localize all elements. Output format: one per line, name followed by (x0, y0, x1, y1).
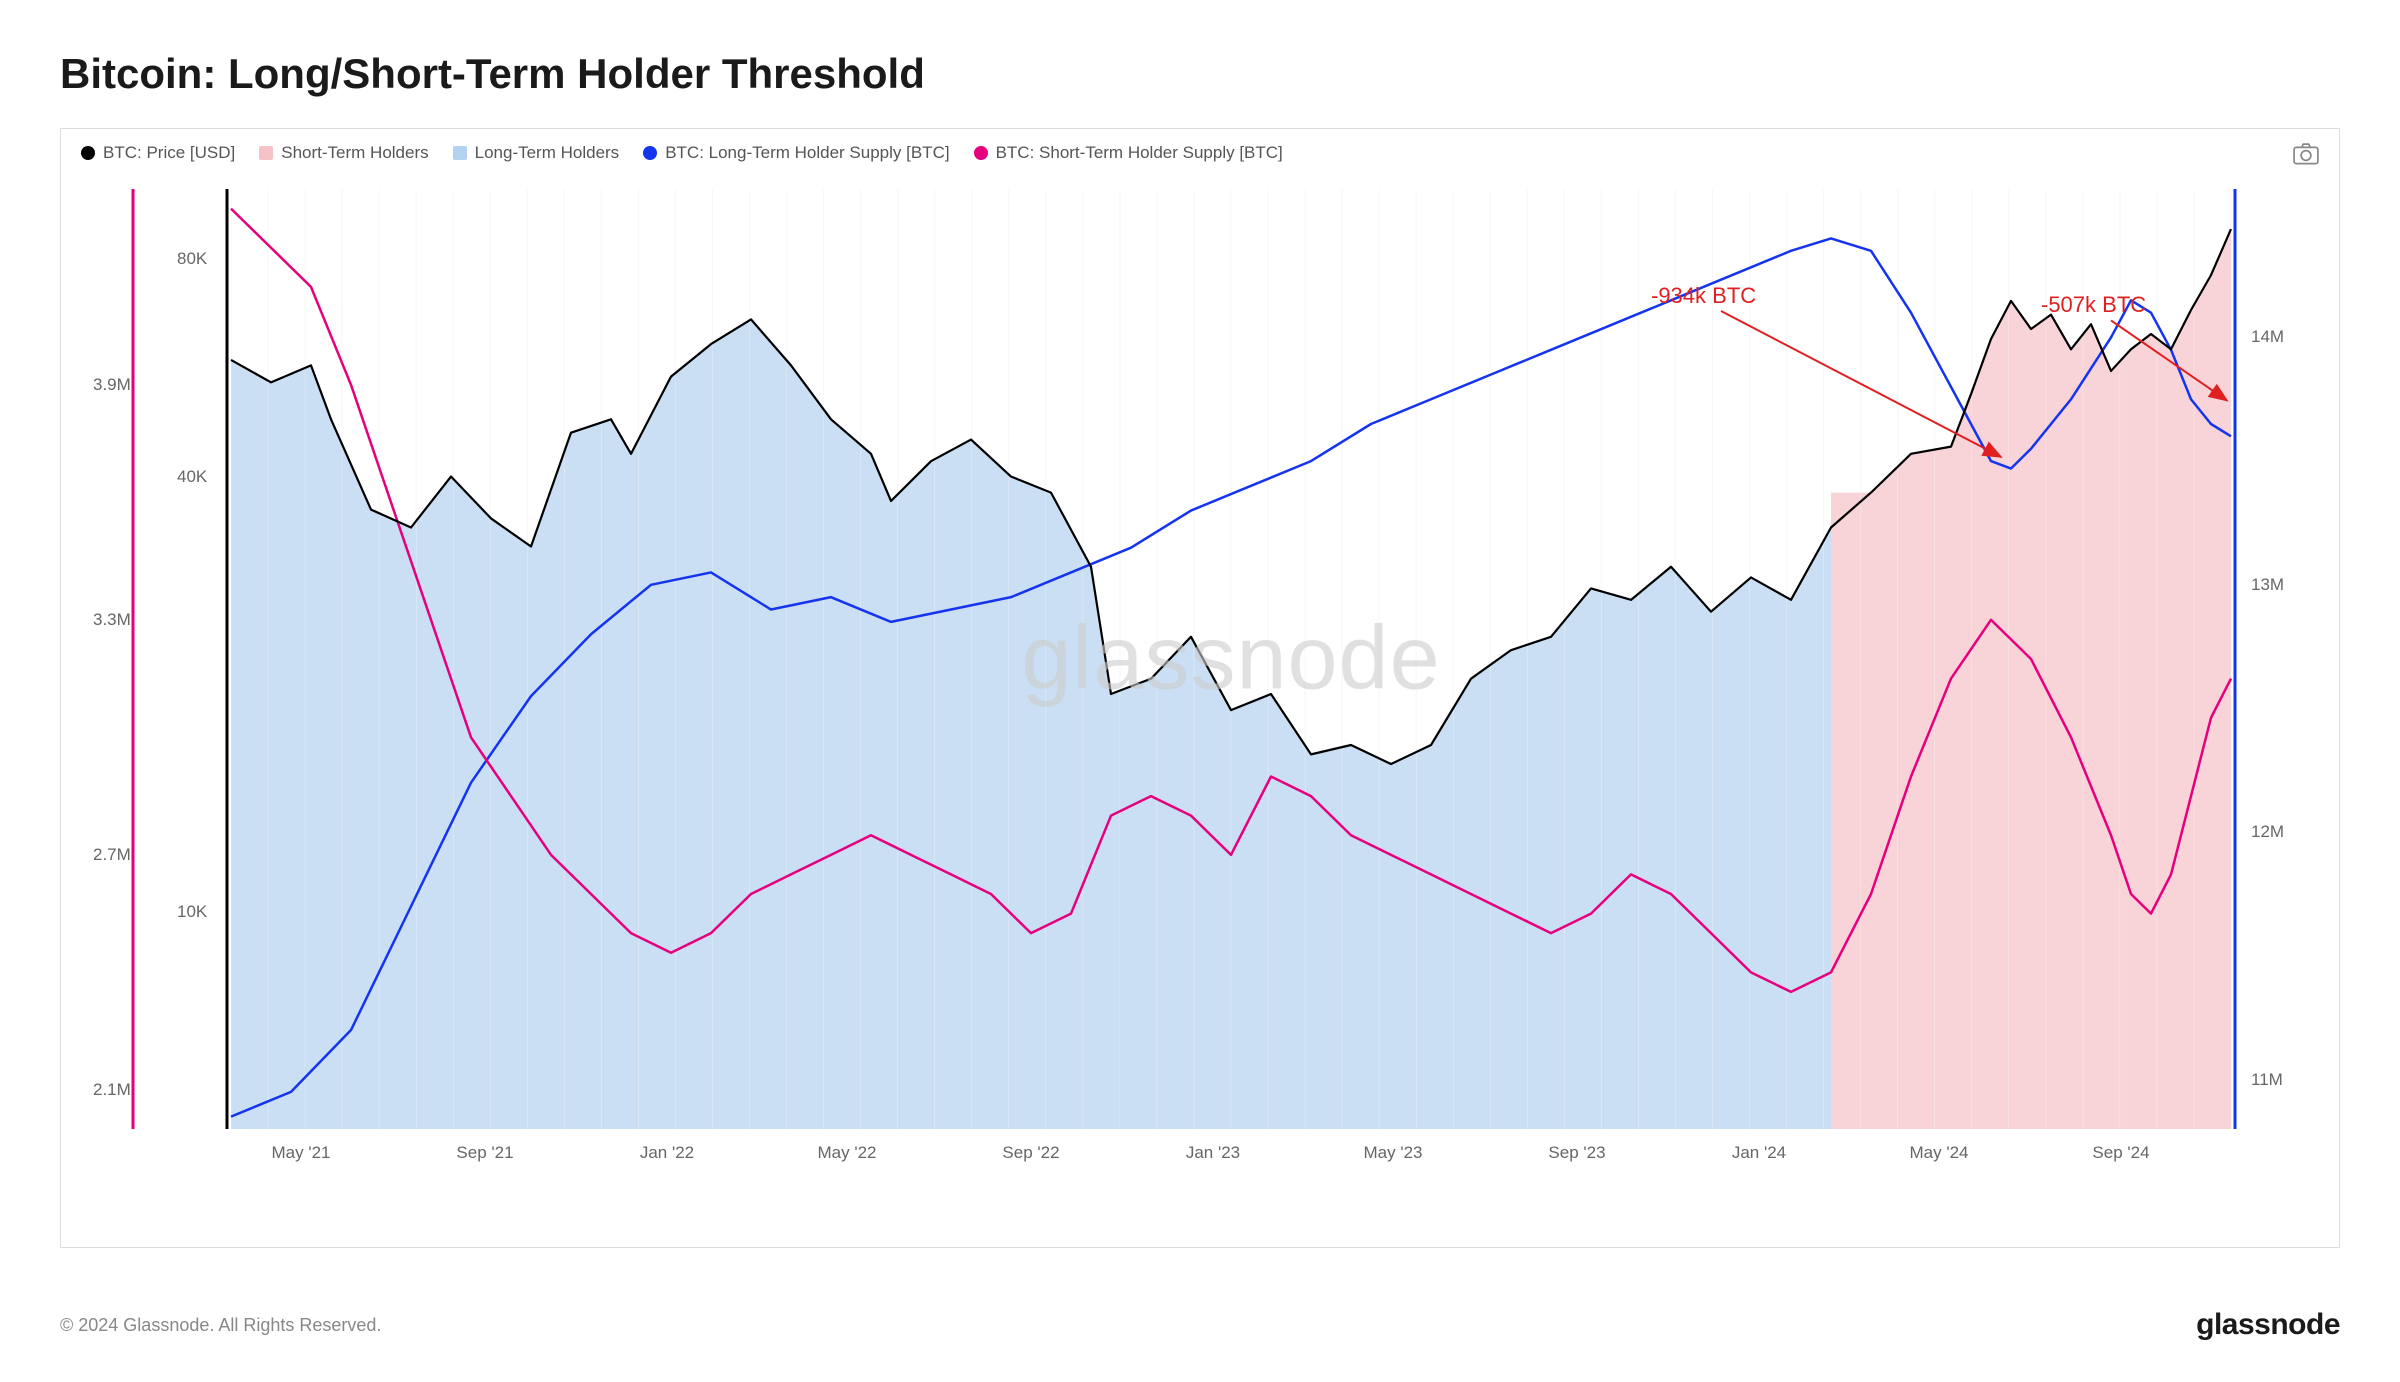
brand-logo: glassnode (2196, 1308, 2340, 1342)
x-axis-label: May '24 (1910, 1143, 1969, 1163)
legend-item: BTC: Price [USD] (81, 143, 235, 163)
camera-icon[interactable] (2293, 143, 2319, 165)
x-axis-label: Jan '24 (1732, 1143, 1786, 1163)
y-left-outer-label: 3.9M (93, 375, 131, 395)
x-axis-label: Sep '22 (1002, 1143, 1059, 1163)
legend-item: BTC: Short-Term Holder Supply [BTC] (974, 143, 1283, 163)
y-right-label: 12M (2251, 822, 2284, 842)
x-axis-label: Sep '21 (456, 1143, 513, 1163)
y-left-outer-label: 3.3M (93, 610, 131, 630)
y-right-label: 14M (2251, 327, 2284, 347)
chart-annotation: -934k BTC (1651, 283, 1756, 309)
y-right-label: 13M (2251, 575, 2284, 595)
y-right-label: 11M (2251, 1070, 2283, 1090)
y-left-outer-label: 2.1M (93, 1080, 131, 1100)
x-axis-label: Sep '23 (1548, 1143, 1605, 1163)
x-axis-label: May '23 (1364, 1143, 1423, 1163)
chart-annotation: -507k BTC (2041, 292, 2146, 318)
x-axis-label: Jan '23 (1186, 1143, 1240, 1163)
chart-container: BTC: Price [USD] Short-Term Holders Long-T… (60, 128, 2340, 1248)
y-left-inner-label: 80K (177, 249, 207, 269)
chart-legend: BTC: Price [USD] Short-Term Holders Long-T… (81, 143, 1283, 163)
x-axis-label: Sep '24 (2092, 1143, 2149, 1163)
copyright-text: © 2024 Glassnode. All Rights Reserved. (60, 1315, 381, 1336)
chart-title: Bitcoin: Long/Short-Term Holder Threshol… (60, 50, 2340, 98)
x-axis-label: Jan '22 (640, 1143, 694, 1163)
y-left-outer-label: 2.7M (93, 845, 131, 865)
plot-area: glassnode (231, 189, 2231, 1129)
legend-item: BTC: Long-Term Holder Supply [BTC] (643, 143, 949, 163)
y-left-inner-label: 40K (177, 467, 207, 487)
y-left-inner-label: 10K (177, 902, 207, 922)
legend-item: Short-Term Holders (259, 143, 428, 163)
x-axis-label: May '22 (818, 1143, 877, 1163)
x-axis-label: May '21 (272, 1143, 331, 1163)
legend-item: Long-Term Holders (453, 143, 620, 163)
